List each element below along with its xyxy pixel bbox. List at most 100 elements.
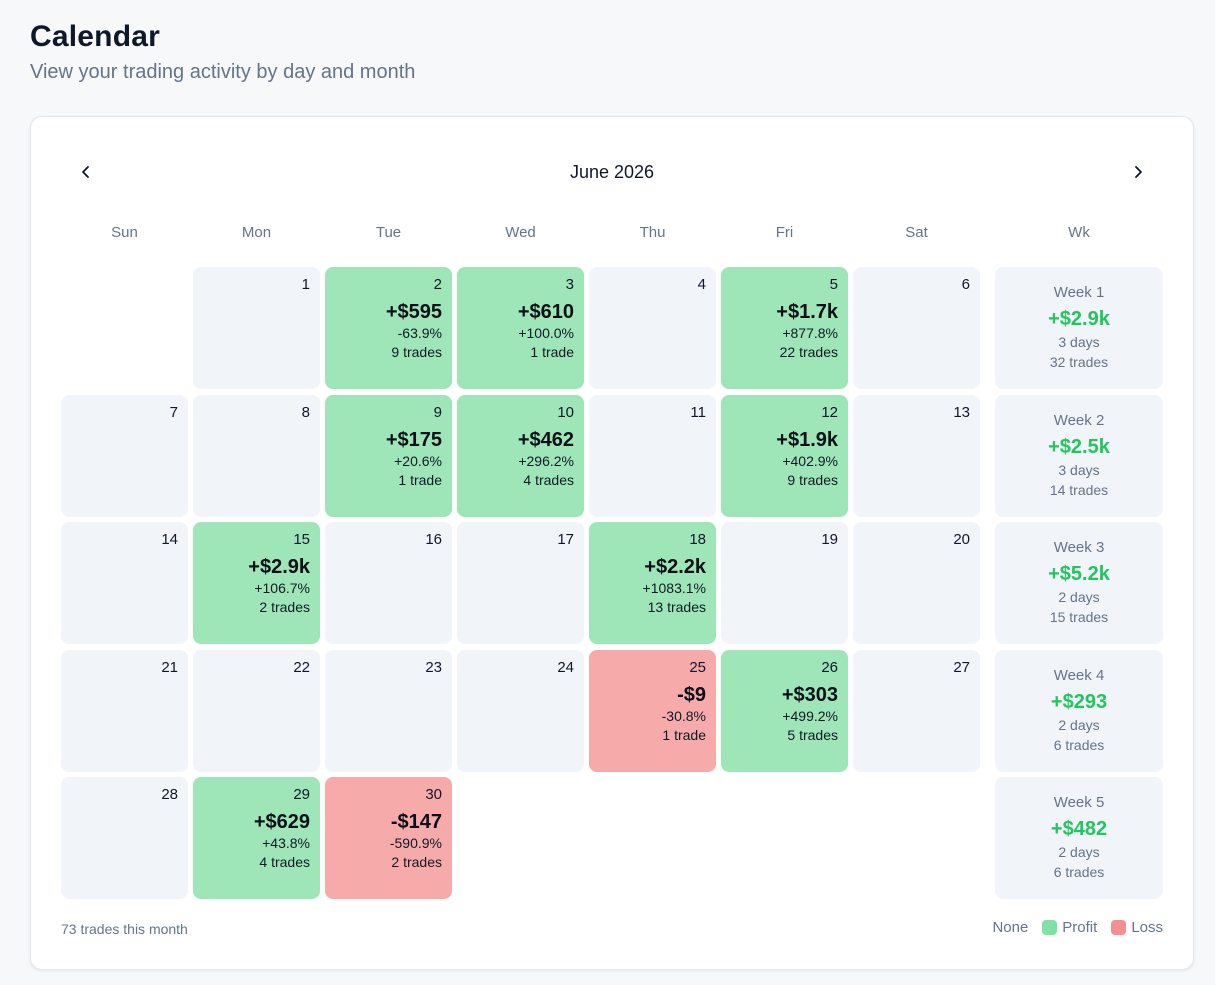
day-percent: +106.7% [254, 580, 310, 596]
legend: None Profit Loss [978, 919, 1163, 936]
day-percent: -63.9% [397, 325, 442, 341]
day-number: 16 [425, 531, 442, 548]
day-number: 3 [565, 276, 574, 293]
day-cell-25[interactable]: 25 -$9 -30.8% 1 trade [589, 649, 716, 772]
day-cell-23[interactable]: 23 [325, 649, 452, 772]
day-cell-1[interactable]: 1 [193, 267, 320, 389]
weekday-sun: Sun [111, 224, 138, 241]
day-trade-count: 4 trades [259, 854, 310, 870]
day-percent: +296.2% [518, 452, 574, 469]
week-summary-2: Week 2 +$2.5k 3 days 14 trades [995, 394, 1163, 517]
week-label: Week 4 [1053, 666, 1105, 684]
day-percent: +20.6% [394, 452, 442, 469]
day-percent: -30.8% [661, 707, 706, 724]
weekday-thu: Thu [639, 224, 666, 241]
day-cell-13[interactable]: 13 [853, 394, 980, 517]
day-cell-12[interactable]: 12 +$1.9k +402.9% 9 trades [721, 394, 848, 517]
week-pnl: +$293 [1050, 690, 1108, 713]
day-pnl: +$610 [517, 301, 574, 323]
day-cell-22[interactable]: 22 [193, 649, 320, 772]
day-pnl: +$2.9k [248, 556, 310, 578]
day-cell-27[interactable]: 27 [853, 649, 980, 772]
day-percent: +43.8% [262, 835, 310, 851]
day-pnl: +$1.7k [776, 301, 838, 323]
legend-none-label: None [992, 919, 1029, 936]
day-cell-3[interactable]: 3 +$610 +100.0% 1 trade [457, 267, 584, 389]
week-day-count: 3 days [1058, 334, 1100, 350]
day-percent: +402.9% [782, 452, 838, 469]
week-label: Week 5 [1053, 794, 1105, 811]
week-trade-count: 15 trades [1049, 609, 1109, 625]
day-number: 27 [953, 658, 970, 676]
day-cell-5[interactable]: 5 +$1.7k +877.8% 22 trades [721, 267, 848, 389]
day-percent: +499.2% [782, 707, 838, 724]
weekday-wed: Wed [505, 224, 536, 241]
day-cell-18[interactable]: 18 +$2.2k +1083.1% 13 trades [589, 522, 716, 644]
day-cell-30[interactable]: 30 -$147 -590.9% 2 trades [325, 777, 452, 899]
day-number: 28 [161, 786, 178, 803]
day-number: 18 [689, 531, 706, 548]
day-percent: -590.9% [389, 835, 442, 851]
day-pnl: +$1.9k [776, 428, 838, 451]
day-cell-7[interactable]: 7 [61, 394, 188, 517]
day-cell-6[interactable]: 6 [853, 267, 980, 389]
day-pnl: +$595 [385, 301, 442, 323]
legend-profit: Profit [1042, 919, 1097, 936]
week-pnl: +$5.2k [1048, 563, 1110, 585]
week-day-count: 2 days [1058, 716, 1100, 733]
day-trade-count: 5 trades [787, 726, 838, 743]
day-cell-10[interactable]: 10 +$462 +296.2% 4 trades [457, 394, 584, 517]
day-cell-20[interactable]: 20 [853, 522, 980, 644]
calendar-card: June 2026 Sun Mon Tue Wed Thu Fri Sat Wk 1 2 +$5… [30, 116, 1194, 970]
day-trade-count: 1 trade [662, 726, 706, 743]
week-pnl: +$482 [1050, 818, 1108, 840]
day-trade-count: 9 trades [391, 344, 442, 360]
week-trade-count: 14 trades [1049, 481, 1109, 498]
day-pnl: +$629 [253, 811, 310, 833]
chevron-right-icon [1135, 166, 1142, 178]
day-number: 24 [557, 658, 574, 676]
day-cell-19[interactable]: 19 [721, 522, 848, 644]
day-number: 8 [301, 403, 310, 421]
day-trade-count: 2 trades [259, 599, 310, 615]
day-cell-15[interactable]: 15 +$2.9k +106.7% 2 trades [193, 522, 320, 644]
day-trade-count: 22 trades [779, 344, 838, 360]
day-number: 19 [821, 531, 838, 548]
day-trade-count: 1 trade [530, 344, 574, 360]
week-label: Week 1 [1053, 284, 1105, 301]
legend-none: None [992, 919, 1028, 936]
day-trade-count: 2 trades [391, 854, 442, 870]
day-number: 12 [821, 403, 838, 421]
day-percent: +100.0% [518, 325, 574, 341]
day-cell-16[interactable]: 16 [325, 522, 452, 644]
day-pnl: -$147 [390, 811, 442, 833]
day-pnl: -$9 [677, 683, 706, 706]
weekday-fri: Fri [775, 224, 794, 241]
day-cell-28[interactable]: 28 [61, 777, 188, 899]
day-cell-26[interactable]: 26 +$303 +499.2% 5 trades [721, 649, 848, 772]
weekday-sat: Sat [905, 224, 928, 241]
day-cell-11[interactable]: 11 [589, 394, 716, 517]
day-number: 4 [697, 276, 706, 293]
day-cell-21[interactable]: 21 [61, 649, 188, 772]
day-cell-2[interactable]: 2 +$595 -63.9% 9 trades [325, 267, 452, 389]
day-number: 21 [161, 658, 178, 676]
week-trade-count: 6 trades [1053, 864, 1105, 880]
day-number: 15 [293, 531, 310, 548]
prev-month-button[interactable] [71, 157, 101, 187]
day-cell-29[interactable]: 29 +$629 +43.8% 4 trades [193, 777, 320, 899]
day-number: 5 [829, 276, 838, 293]
day-cell-9[interactable]: 9 +$175 +20.6% 1 trade [325, 394, 452, 517]
week-summary-4: Week 4 +$293 2 days 6 trades [995, 649, 1163, 772]
legend-loss: Loss [1111, 919, 1163, 936]
day-cell-14[interactable]: 14 [61, 522, 188, 644]
week-summary-1: Week 1 +$2.9k 3 days 32 trades [995, 267, 1163, 389]
next-month-button[interactable] [1123, 157, 1153, 187]
day-cell-4[interactable]: 4 [589, 267, 716, 389]
weekday-tue: Tue [375, 224, 402, 241]
day-pnl: +$303 [781, 683, 838, 706]
day-cell-8[interactable]: 8 [193, 394, 320, 517]
day-cell-17[interactable]: 17 [457, 522, 584, 644]
day-cell-24[interactable]: 24 [457, 649, 584, 772]
legend-profit-label: Profit [1062, 919, 1098, 936]
